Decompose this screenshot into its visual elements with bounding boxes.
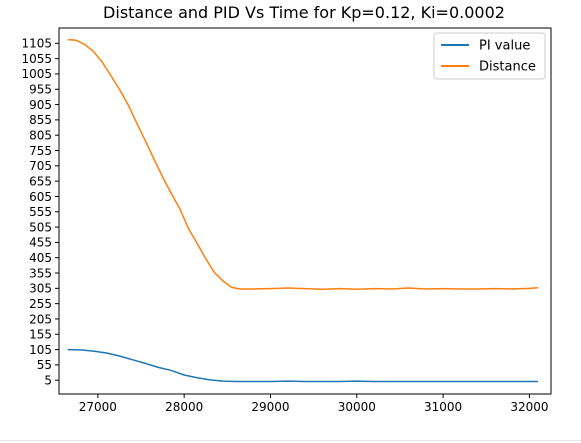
y-tick-label: 305 [29,282,52,296]
x-tick-label: 29000 [251,400,289,414]
y-tick-label: 205 [29,312,52,326]
y-tick-label: 55 [37,358,52,372]
x-tick-label: 28000 [165,400,203,414]
y-tick-label: 905 [29,98,52,112]
y-tick-label: 355 [29,266,52,280]
y-tick-label: 705 [29,159,52,173]
y-tick-label: 855 [29,113,52,127]
y-tick-label: 5 [44,374,52,388]
series-line-distance [67,38,539,290]
y-tick-label: 605 [29,190,52,204]
y-tick-label: 1055 [21,52,52,66]
y-tick-label: 555 [29,205,52,219]
x-tick-label: 30000 [338,400,376,414]
series-line-pi-value [67,348,539,383]
y-tick-label: 255 [29,297,52,311]
legend-label-distance: Distance [479,60,536,75]
y-tick-label: 105 [29,343,52,357]
page-divider [0,440,581,441]
y-tick-label: 655 [29,174,52,188]
x-tick-label: 31000 [424,400,462,414]
legend: PI value Distance [433,32,546,80]
y-tick-label: 455 [29,236,52,250]
x-axis: 27000 28000 29000 30000 31000 32000 [79,394,549,414]
y-tick-label: 505 [29,220,52,234]
axes-frame [58,27,552,395]
series-lines [67,38,539,383]
plot-area [58,27,552,395]
y-tick-label: 155 [29,328,52,342]
y-tick-label: 955 [29,83,52,97]
y-tick-label: 1005 [21,67,52,81]
y-tick-label: 405 [29,251,52,265]
y-tick-label: 755 [29,144,52,158]
x-tick-label: 32000 [510,400,548,414]
y-tick-label: 1105 [21,37,52,51]
legend-label-pi-value: PI value [479,39,530,54]
x-tick-label: 27000 [79,400,117,414]
y-axis: 5551051552052553053554054555055556056557… [21,37,59,388]
y-tick-label: 805 [29,128,52,142]
chart-title: Distance and PID Vs Time for Kp=0.12, Ki… [103,3,505,22]
